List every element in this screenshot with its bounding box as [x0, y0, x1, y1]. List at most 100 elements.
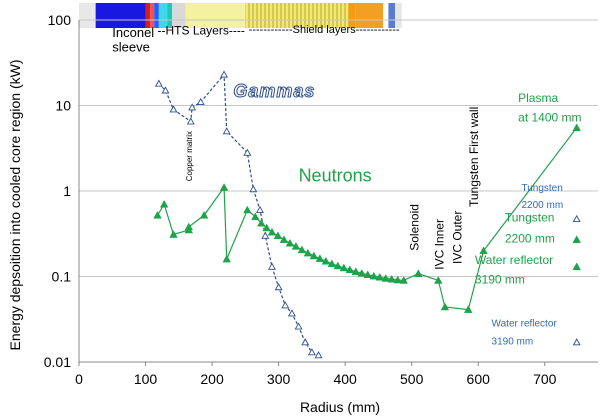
- layer-bar-segment: [172, 3, 186, 28]
- data-point: [309, 251, 319, 260]
- data-point: [414, 269, 423, 277]
- y-tick-label: 0.1: [52, 269, 72, 285]
- data-point: [188, 103, 197, 111]
- annotation-label: ------------Shield layers------------: [249, 24, 400, 36]
- layer-bar-segment: [150, 3, 155, 28]
- series-layer: [153, 70, 581, 359]
- data-point: [294, 322, 303, 330]
- data-point: [572, 235, 581, 243]
- x-tick-label: 100: [134, 371, 158, 387]
- series-gammas-outer-: [572, 214, 581, 346]
- annotation-label: 2200 mm: [521, 200, 563, 211]
- series-neutrons: [153, 123, 581, 313]
- annotation-label: --HTS Layers----: [158, 23, 245, 37]
- data-point: [333, 261, 343, 270]
- x-tick-label: 500: [400, 371, 424, 387]
- data-point: [369, 271, 378, 280]
- annotation-label: Neutrons: [299, 165, 372, 185]
- gridlines: [79, 19, 598, 363]
- y-tick-label: 1: [63, 183, 71, 199]
- x-tick-label: 0: [75, 371, 83, 387]
- data-point: [301, 338, 310, 346]
- data-point: [196, 97, 205, 105]
- data-point: [256, 205, 264, 213]
- layer-bar-segment: [388, 3, 396, 28]
- layer-bar-segment: [158, 3, 168, 28]
- data-point: [387, 274, 396, 283]
- annotation-label: Inconel: [112, 25, 154, 40]
- data-point: [161, 86, 170, 94]
- data-point: [297, 245, 307, 254]
- annotation-label: 2200 mm: [505, 231, 555, 245]
- layer-bar-segment: [395, 3, 402, 28]
- data-point: [222, 254, 231, 263]
- series-neutrons-outer-: [572, 235, 581, 271]
- data-point: [249, 185, 258, 193]
- data-point: [279, 235, 289, 243]
- data-point: [243, 205, 252, 214]
- data-point: [273, 231, 283, 239]
- annotation-label: Tungsten First wall: [467, 107, 481, 207]
- data-point: [572, 214, 581, 223]
- data-point: [219, 183, 229, 191]
- data-point: [363, 270, 373, 278]
- series-line: [158, 73, 319, 356]
- annotation-label: Copper matrix: [185, 131, 194, 181]
- annotation-label: Gammas: [233, 81, 315, 101]
- layer-bar-segment: [383, 3, 389, 28]
- annotation-label: IVC Outer: [451, 211, 465, 264]
- data-point: [154, 79, 163, 87]
- x-tick-label: 200: [200, 371, 224, 387]
- data-point: [339, 263, 349, 272]
- y-axis-title: Energy depsoition into cooled core regio…: [7, 59, 23, 350]
- data-point: [285, 238, 295, 247]
- data-point: [267, 227, 277, 236]
- data-point: [220, 70, 229, 78]
- data-point: [375, 272, 384, 281]
- layer-bar-segment: [355, 3, 384, 28]
- layer-bar-segment: [154, 3, 159, 28]
- data-point: [159, 199, 169, 208]
- layer-bar-segment: [185, 3, 246, 28]
- data-point: [314, 351, 323, 359]
- data-point: [440, 302, 450, 311]
- data-point: [572, 262, 581, 271]
- layer-bar-segment: [79, 3, 96, 28]
- annotation-label: Water reflector: [475, 253, 553, 267]
- x-tick-label: 700: [533, 371, 557, 387]
- annotation-label: Water reflector: [492, 319, 558, 330]
- data-point: [169, 105, 178, 113]
- data-point: [572, 338, 581, 346]
- data-point: [351, 267, 361, 275]
- data-point: [381, 274, 390, 282]
- data-point: [199, 210, 209, 219]
- data-point: [186, 117, 195, 125]
- layer-bar-segment: [245, 3, 349, 28]
- x-tick-label: 600: [467, 371, 491, 387]
- x-tick-label: 300: [267, 371, 291, 387]
- data-point: [572, 123, 581, 131]
- annotation-label: Tungsten: [521, 183, 562, 194]
- layer-bar-segment: [145, 3, 151, 28]
- x-axis-title: Radius (mm): [300, 399, 380, 415]
- data-point: [315, 254, 325, 262]
- layer-bar-segment: [348, 3, 356, 28]
- data-point: [222, 127, 231, 135]
- annotation-label: Solenoid: [407, 204, 421, 251]
- annotation-label: Tungsten: [505, 210, 555, 224]
- data-point: [243, 148, 252, 156]
- data-point: [267, 262, 276, 270]
- data-point: [261, 231, 270, 239]
- annotation-label: Plasma: [518, 91, 558, 105]
- data-point: [153, 210, 162, 219]
- annotation-label: 3190 mm: [475, 272, 525, 286]
- data-point: [274, 283, 283, 291]
- data-point: [479, 246, 488, 255]
- data-point: [357, 268, 367, 277]
- y-tick-label: 0.01: [44, 354, 71, 370]
- data-point: [169, 230, 178, 238]
- data-point: [399, 276, 408, 284]
- data-point: [393, 275, 402, 284]
- data-point: [303, 248, 313, 257]
- data-point: [321, 256, 331, 265]
